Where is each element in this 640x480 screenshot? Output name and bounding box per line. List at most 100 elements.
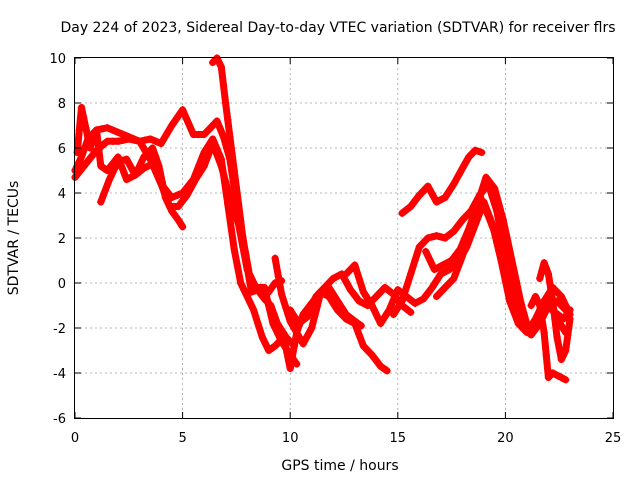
- data-point: [407, 296, 415, 304]
- data-point: [415, 297, 423, 305]
- series-track-6: [271, 254, 365, 348]
- data-point: [346, 265, 355, 274]
- series-track-14: [527, 292, 570, 384]
- data-point: [213, 117, 221, 125]
- data-point: [381, 313, 389, 321]
- y-tick-labels: -6 -4 -2 0 2 4 6 8 10: [49, 52, 66, 427]
- data-point: [471, 206, 479, 214]
- chart-title: Day 224 of 2023, Sidereal Day-to-day VTE…: [60, 20, 615, 36]
- data-point: [420, 187, 428, 195]
- data-point: [226, 193, 234, 202]
- data-point: [355, 331, 363, 339]
- data-point: [536, 301, 544, 310]
- data-point: [527, 331, 535, 339]
- data-point: [312, 292, 320, 301]
- data-point: [260, 283, 268, 292]
- data-point: [161, 191, 169, 199]
- data-point: [148, 160, 157, 168]
- data-point: [114, 128, 122, 136]
- data-point: [385, 287, 393, 295]
- data-point: [480, 201, 488, 209]
- data-point: [296, 334, 304, 342]
- data-point: [531, 322, 540, 330]
- data-point: [471, 146, 479, 154]
- data-point: [450, 274, 458, 283]
- data-point: [130, 136, 138, 144]
- data-point: [463, 236, 471, 244]
- data-point: [329, 290, 337, 298]
- data-point: [268, 283, 276, 292]
- data-point: [443, 259, 451, 267]
- data-point: [557, 301, 565, 310]
- data-point: [179, 223, 187, 231]
- data-point: [219, 81, 228, 89]
- data-point: [303, 313, 312, 321]
- data-point: [321, 283, 329, 292]
- data-point: [540, 259, 548, 267]
- grid: [75, 58, 613, 418]
- axis-ticks: [74, 57, 614, 419]
- data-point: [342, 278, 350, 286]
- data-point: [402, 283, 411, 292]
- data-point: [357, 322, 365, 330]
- data-point: [553, 333, 561, 341]
- data-point: [152, 153, 160, 161]
- data-point: [118, 156, 126, 164]
- data-point: [299, 316, 307, 324]
- data-point: [74, 160, 82, 168]
- y-tick-label: -4: [53, 367, 66, 382]
- data-point: [482, 173, 490, 181]
- data-point: [295, 319, 303, 328]
- data-point: [428, 233, 436, 241]
- data-point: [450, 227, 458, 235]
- data-point: [224, 116, 232, 124]
- data-point: [237, 217, 245, 225]
- data-point: [216, 125, 224, 133]
- data-point: [247, 288, 256, 296]
- data-point: [432, 292, 441, 301]
- data-point: [385, 306, 393, 314]
- data-point: [372, 310, 380, 319]
- data-point: [376, 319, 385, 328]
- data-point: [402, 206, 411, 214]
- data-point: [286, 317, 294, 325]
- data-point: [233, 262, 242, 270]
- data-point: [531, 292, 540, 301]
- data-point: [368, 351, 376, 359]
- data-point: [411, 256, 419, 265]
- data-point: [557, 355, 565, 364]
- data-point: [422, 247, 430, 256]
- data-point: [432, 198, 441, 206]
- data-point: [187, 183, 195, 191]
- data-point: [467, 220, 475, 229]
- series-track-10: [398, 146, 486, 217]
- data-point: [454, 263, 462, 271]
- data-point: [445, 187, 454, 195]
- data-point: [549, 297, 557, 305]
- data-point: [551, 315, 559, 323]
- data-point: [174, 202, 182, 211]
- data-point: [265, 288, 273, 296]
- data-point: [210, 120, 218, 128]
- data-point: [171, 211, 179, 220]
- data-point: [540, 328, 548, 337]
- data-point: [512, 277, 520, 285]
- data-point: [475, 191, 484, 199]
- data-point: [355, 274, 363, 283]
- data-point: [204, 151, 213, 159]
- data-point: [289, 323, 298, 331]
- data-point: [484, 180, 492, 188]
- data-point: [420, 238, 428, 247]
- data-point: [153, 170, 161, 178]
- data-point: [407, 308, 415, 316]
- data-point: [474, 147, 483, 155]
- data-point: [468, 150, 476, 158]
- data-point: [217, 162, 225, 170]
- data-point: [274, 272, 282, 280]
- data-point: [437, 196, 445, 204]
- y-tick-label: -6: [53, 412, 66, 427]
- data-point: [465, 153, 473, 161]
- data-point: [342, 310, 350, 319]
- data-point: [118, 164, 126, 172]
